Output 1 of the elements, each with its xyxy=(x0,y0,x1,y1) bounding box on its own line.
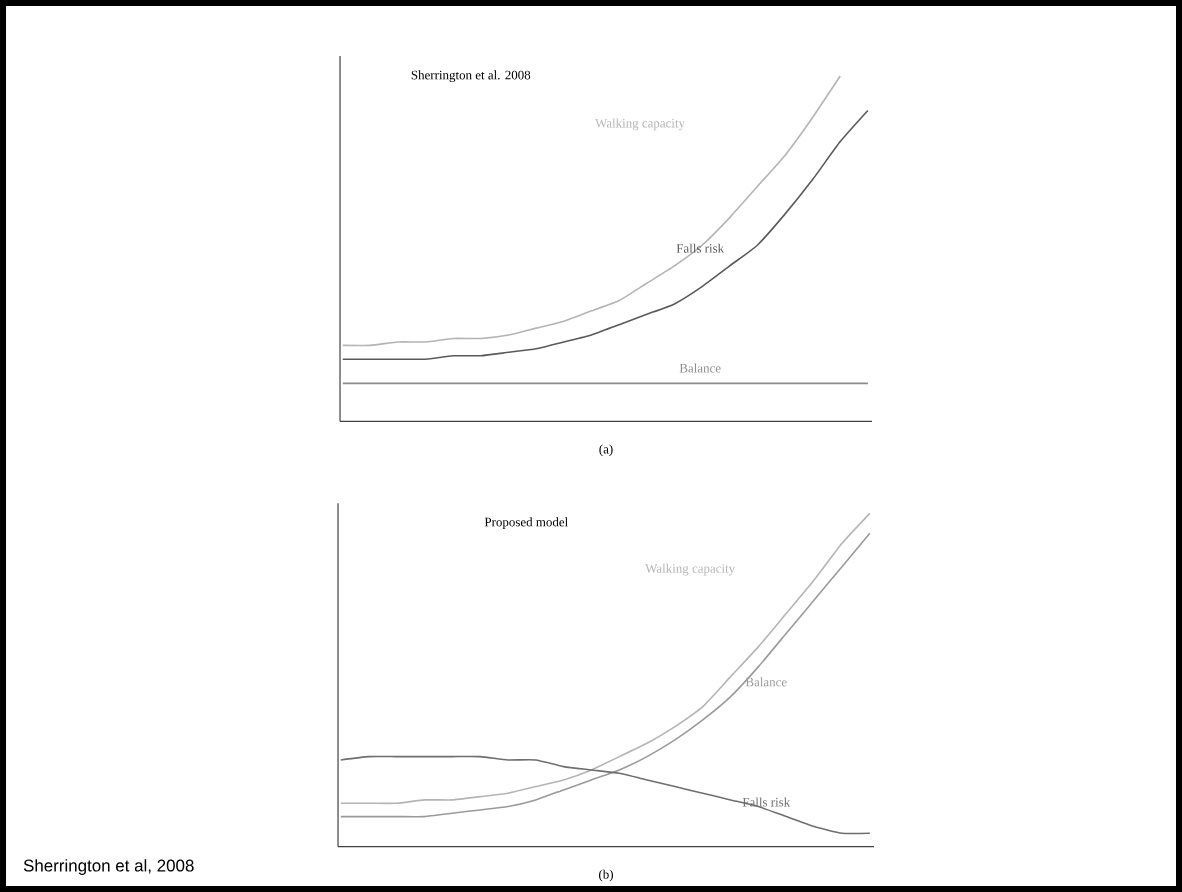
text: Sherrington et al, 2008 xyxy=(23,859,194,875)
